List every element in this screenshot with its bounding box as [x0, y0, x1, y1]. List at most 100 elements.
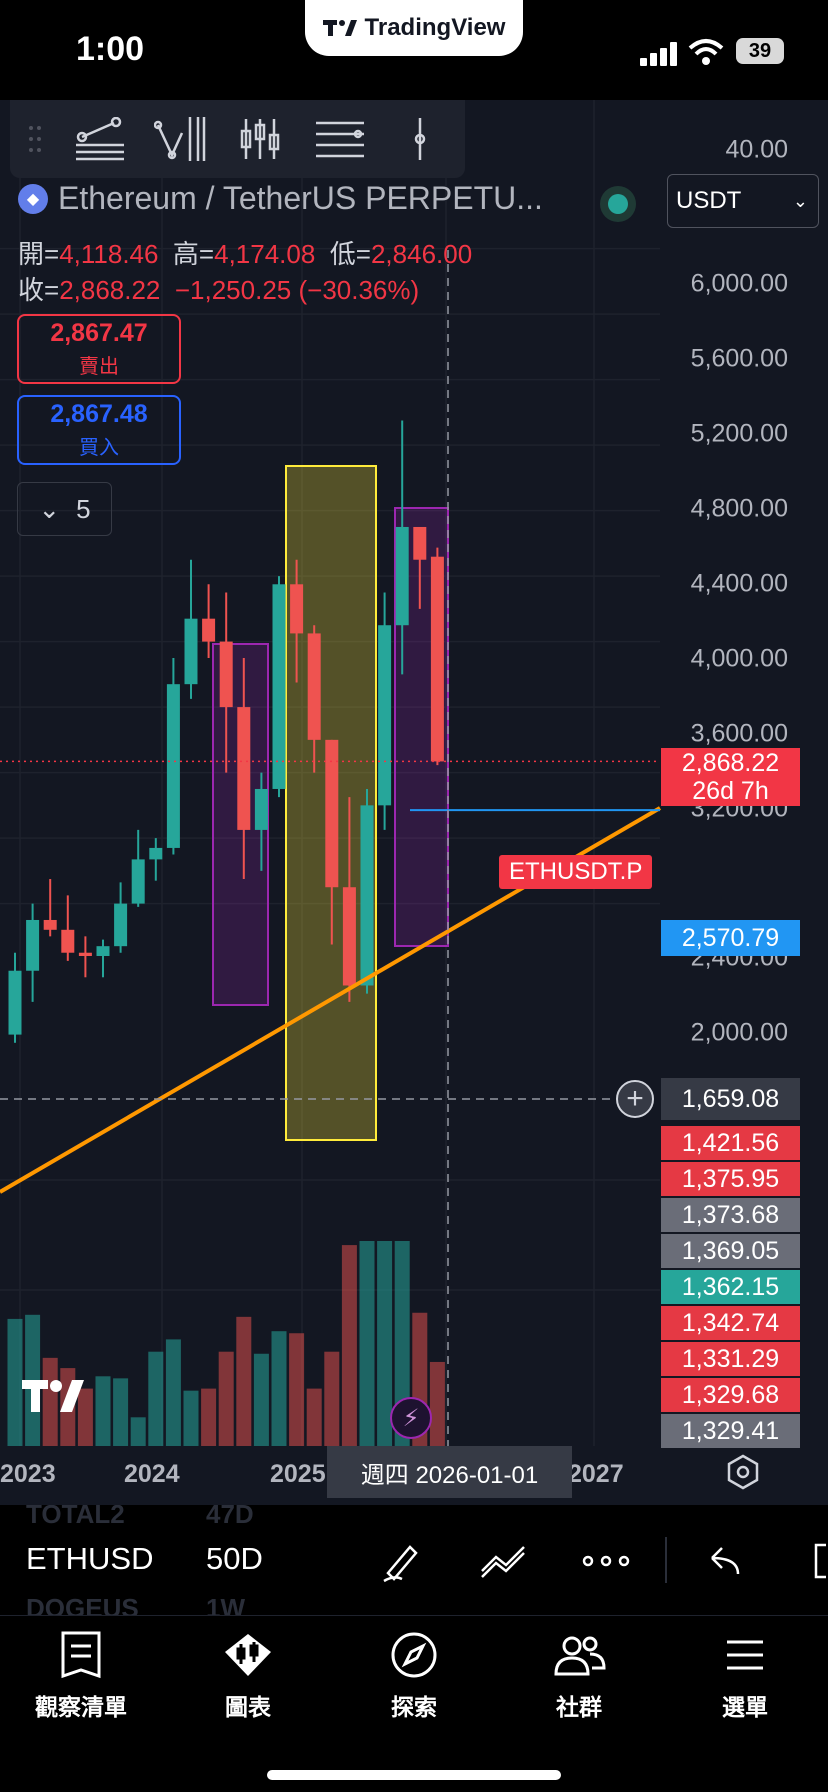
nav-watchlist[interactable]: 觀察清單: [6, 1630, 156, 1722]
volume-bar: [324, 1351, 340, 1446]
candle-body: [202, 618, 216, 642]
candle-body: [360, 805, 374, 986]
nav-label: 觀察清單: [35, 1694, 127, 1720]
more-icon[interactable]: [578, 1533, 634, 1589]
market-open-indicator-icon[interactable]: [600, 186, 636, 222]
candle-body: [237, 707, 251, 830]
ohlc-legend: 開=4,118.46 高=4,174.08 低=2,846.00 收=2,868…: [18, 236, 472, 308]
candle-body: [430, 556, 444, 762]
chart-icon: [225, 1634, 271, 1676]
price-tick-label: 4,400.00: [690, 569, 788, 598]
time-label-2024: 2024: [124, 1460, 180, 1488]
tradingview-watermark-icon: [22, 1380, 84, 1412]
interval-picker[interactable]: 50D: [206, 1541, 263, 1576]
trend-fib-tool-icon[interactable]: [60, 100, 140, 178]
ghost-interval-below: 1W: [206, 1593, 245, 1615]
pattern-tool-icon[interactable]: [140, 100, 220, 178]
volume-bar: [201, 1388, 217, 1446]
status-time: 1:00: [76, 30, 145, 68]
volume-bar: [306, 1388, 322, 1446]
ghost-interval-above: 47D: [206, 1505, 254, 1529]
candle-body: [290, 584, 304, 634]
indicators-toggle-button[interactable]: ⌄ 5: [17, 482, 112, 536]
volume-bar: [429, 1361, 445, 1446]
volume-bar: [165, 1339, 181, 1446]
pen-tool-icon[interactable]: [374, 1533, 430, 1589]
buy-label: 買入: [79, 437, 119, 459]
trend-line-tool-icon[interactable]: [476, 1533, 532, 1589]
symbol-title[interactable]: Ethereum / TetherUS PERPETU...: [58, 180, 543, 216]
menu-icon: [727, 1640, 763, 1670]
symbol-picker[interactable]: ETHUSD: [26, 1541, 154, 1576]
alert-price-tag[interactable]: 1,421.56: [661, 1126, 800, 1160]
community-icon: [554, 1636, 606, 1676]
chart-area[interactable]: ◆ Ethereum / TetherUS PERPETU... USDT ⌄ …: [0, 100, 828, 1505]
bar-countdown: 26d 7h: [692, 777, 769, 805]
candlestick-chart[interactable]: [0, 100, 828, 1505]
indicators-count: 5: [76, 493, 91, 524]
alert-price-tag[interactable]: 1,342.74: [661, 1306, 800, 1340]
fullscreen-icon[interactable]: [792, 1533, 828, 1589]
last-price: 2,868.22: [681, 749, 780, 777]
candle-body: [325, 739, 339, 888]
wifi-icon: [688, 39, 724, 65]
candle-body: [114, 903, 128, 947]
candle-body: [413, 526, 427, 560]
drag-handle-icon[interactable]: [10, 124, 60, 154]
time-label-2023: 2023: [0, 1460, 56, 1488]
lines-tool-icon[interactable]: [300, 100, 380, 178]
nav-menu[interactable]: 選單: [670, 1630, 820, 1722]
time-axis[interactable]: 2023 2024 2025 2027 週四 2026-01-01: [0, 1446, 828, 1504]
horizontal-line-price-tag: 2,570.79: [661, 920, 800, 956]
open-label: 開=: [18, 239, 60, 269]
tradingview-pill[interactable]: TradingView: [305, 0, 523, 56]
candle-body: [307, 633, 321, 740]
high-value: 4,174.08: [214, 239, 316, 269]
alert-price-tag[interactable]: 1,331.29: [661, 1342, 800, 1376]
buy-button[interactable]: 2,867.48 買入: [17, 395, 181, 465]
nav-label: 圖表: [225, 1694, 271, 1720]
volume-bar: [271, 1331, 287, 1446]
currency-select[interactable]: USDT ⌄: [667, 174, 819, 228]
volume-bar: [341, 1245, 357, 1446]
volume-bar: [95, 1376, 111, 1446]
candle-body: [8, 970, 22, 1035]
signal-icon: [640, 42, 677, 66]
bottom-toolbar: TOTAL2 47D ETHUSD 50D DOGEUS 1W: [0, 1505, 828, 1615]
candle-body: [166, 684, 180, 848]
volume-bar: [183, 1390, 199, 1446]
volume-bar: [77, 1388, 93, 1446]
price-tick-label: 40.00: [725, 135, 788, 164]
home-indicator: [267, 1770, 561, 1780]
alert-price-tag[interactable]: 1,362.15: [661, 1270, 800, 1304]
close-label: 收=: [18, 275, 60, 305]
price-tick-label: 4,800.00: [690, 494, 788, 523]
change-value: −1,250.25 (−30.36%): [174, 275, 420, 305]
alert-price-tag[interactable]: 1,329.68: [661, 1378, 800, 1412]
buy-price: 2,867.48: [50, 400, 148, 428]
nav-chart[interactable]: 圖表: [173, 1630, 323, 1722]
close-value: 2,868.22: [59, 275, 161, 305]
candle-body: [378, 625, 392, 806]
symbol-header[interactable]: ◆ Ethereum / TetherUS PERPETU...: [18, 180, 543, 217]
nav-explore[interactable]: 探索: [339, 1630, 489, 1722]
alert-price-tag[interactable]: 1,373.68: [661, 1198, 800, 1232]
undo-icon[interactable]: [698, 1533, 754, 1589]
vertical-line-tool-icon[interactable]: [380, 100, 460, 178]
volume-bar: [130, 1417, 146, 1446]
volume-bar: [42, 1357, 58, 1446]
chart-settings-icon[interactable]: [726, 1454, 760, 1490]
sell-button[interactable]: 2,867.47 賣出: [17, 314, 181, 384]
currency-value: USDT: [676, 187, 742, 214]
bolt-icon[interactable]: ⚡: [390, 1397, 432, 1439]
candle-body: [149, 847, 163, 860]
volume-bar: [253, 1353, 269, 1446]
alert-price-tag[interactable]: 1,369.05: [661, 1234, 800, 1268]
symbol-price-tag: ETHUSDT.P: [499, 855, 653, 889]
alert-price-tag[interactable]: 1,329.41: [661, 1414, 800, 1448]
candle-body: [96, 946, 110, 956]
candles-tool-icon[interactable]: [220, 100, 300, 178]
alert-price-tag[interactable]: 1,375.95: [661, 1162, 800, 1196]
nav-community[interactable]: 社群: [504, 1630, 654, 1722]
add-alert-plus-icon[interactable]: +: [616, 1080, 654, 1118]
